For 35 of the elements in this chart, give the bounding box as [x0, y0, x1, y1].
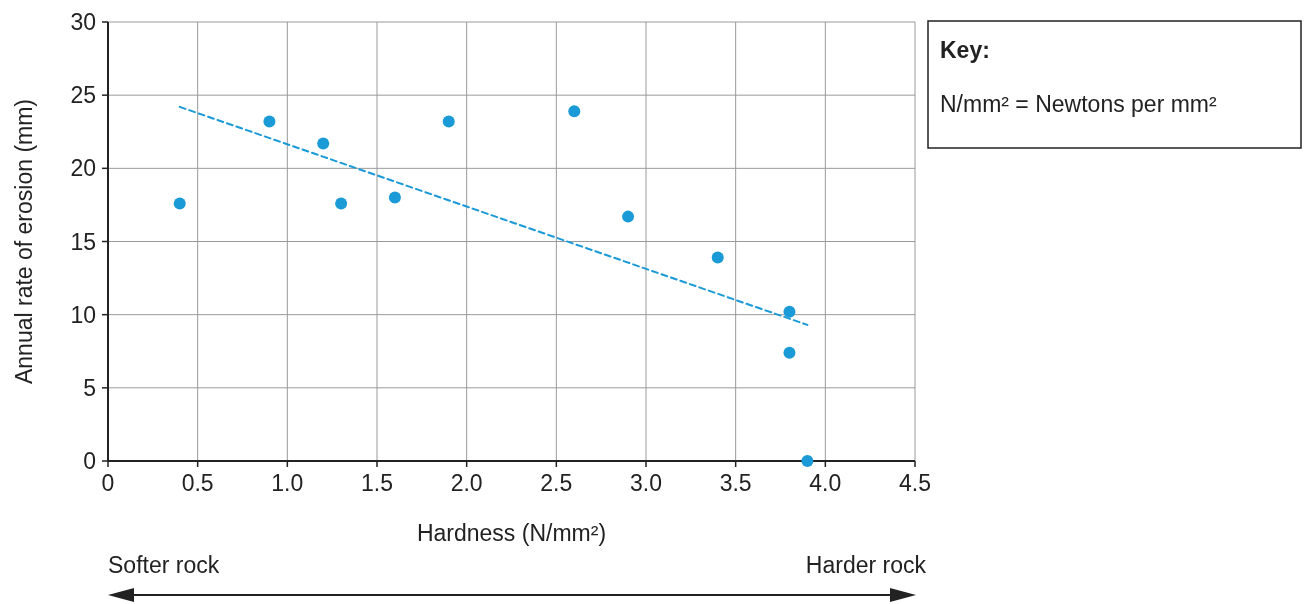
- y-tick-label: 10: [70, 301, 96, 328]
- x-tick-label: 3.0: [630, 470, 662, 496]
- point: [317, 137, 330, 150]
- point: [783, 305, 796, 318]
- x-tick-label: 2.5: [540, 470, 573, 496]
- point: [568, 105, 581, 118]
- y-tick-label: 0: [83, 448, 96, 474]
- point: [388, 191, 401, 204]
- y-tick-label: 25: [70, 82, 96, 109]
- x-tick-label: 3.5: [719, 470, 752, 496]
- text: N/mm² = Newtons per mm²: [940, 91, 1218, 117]
- text: Softer rock: [108, 552, 220, 578]
- y-axis-title: Annual rate of erosion (mm): [11, 98, 37, 385]
- x-tick-label: 4.0: [809, 470, 842, 496]
- point: [263, 115, 276, 128]
- point: [622, 210, 635, 223]
- x-tick-label: 2.0: [450, 470, 483, 496]
- y-tick-label: 15: [70, 228, 96, 255]
- text: Key:: [940, 37, 990, 63]
- point: [335, 197, 348, 210]
- x-axis-title: Hardness (N/mm²): [416, 520, 607, 546]
- text: Harder rock: [805, 552, 927, 578]
- point: [783, 346, 796, 359]
- y-tick-label: 20: [70, 155, 96, 182]
- y-tick-label: 5: [83, 374, 96, 401]
- point: [173, 197, 186, 210]
- x-tick-label: 4.5: [899, 470, 931, 496]
- point: [442, 115, 455, 128]
- point: [711, 251, 724, 264]
- y-tick-label: 30: [70, 9, 96, 35]
- x-tick-label: 1.0: [271, 470, 304, 496]
- point: [801, 455, 814, 467]
- x-tick-label: 0: [101, 470, 115, 496]
- x-tick-label: 0.5: [181, 470, 214, 496]
- x-tick-label: 1.5: [361, 470, 393, 496]
